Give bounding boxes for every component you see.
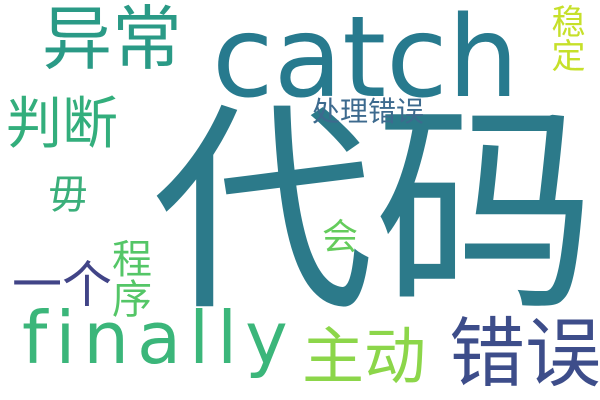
- word-mu: 毋: [48, 172, 88, 218]
- word-hui: 会: [322, 217, 359, 258]
- word-cuowu: 错误: [449, 309, 600, 398]
- word-daima: 代码: [152, 84, 596, 342]
- word-zhudong: 主动: [302, 320, 427, 393]
- word-catch: catch: [212, 0, 519, 123]
- word-yichang: 异常: [42, 0, 182, 80]
- word-chulicuowu: 处理错误: [312, 95, 425, 128]
- word-finally: finally: [22, 296, 296, 380]
- word-wending: 稳定: [545, 4, 585, 72]
- word-panduan: 判断: [6, 92, 118, 157]
- word-yige: 一个: [12, 256, 112, 314]
- word-chengxu: 程序: [105, 238, 151, 318]
